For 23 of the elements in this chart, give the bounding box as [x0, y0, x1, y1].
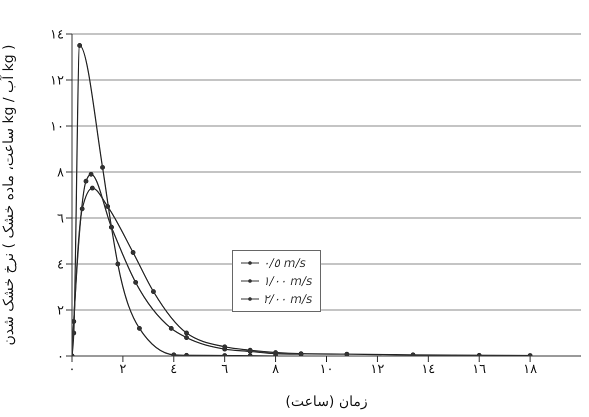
x-tick-label: ٠	[68, 362, 76, 378]
x-tick-label: ١٢	[370, 362, 384, 378]
y-tick-label: ١٢	[50, 74, 64, 89]
y-tick-label: ١٠	[50, 120, 64, 135]
y-tick-label: ١٤	[50, 28, 64, 43]
y-tick-label: ٨	[57, 166, 64, 181]
x-axis-title: زمان (ساعت)	[285, 394, 368, 410]
x-tick-label: ١٠	[320, 362, 334, 378]
y-tick-label: ٤	[57, 258, 64, 273]
x-tick-label: ٤	[170, 362, 178, 378]
x-tick-label: ١٤	[421, 362, 436, 378]
legend-label: ١/٠٠ m/s	[263, 274, 312, 288]
x-tick-label: ٢	[119, 362, 126, 378]
y-tick-label: ٢	[57, 304, 64, 319]
x-tick-label: ١٨	[523, 362, 538, 378]
y-tick-label: ٠	[57, 350, 64, 365]
legend-label: ٢/٠٠ m/s	[263, 292, 312, 306]
x-tick-label: ١٦	[472, 362, 486, 378]
x-tick-label: ٦	[221, 362, 228, 378]
y-tick-label: ٦	[57, 212, 64, 227]
x-tick-label: ٨	[272, 362, 280, 378]
legend-label: ٠/٥ m/s	[263, 256, 306, 270]
y-axis-title: نرخ خشک شدن ( ساعت، ماده خشک kg / آب kg )	[0, 44, 17, 346]
